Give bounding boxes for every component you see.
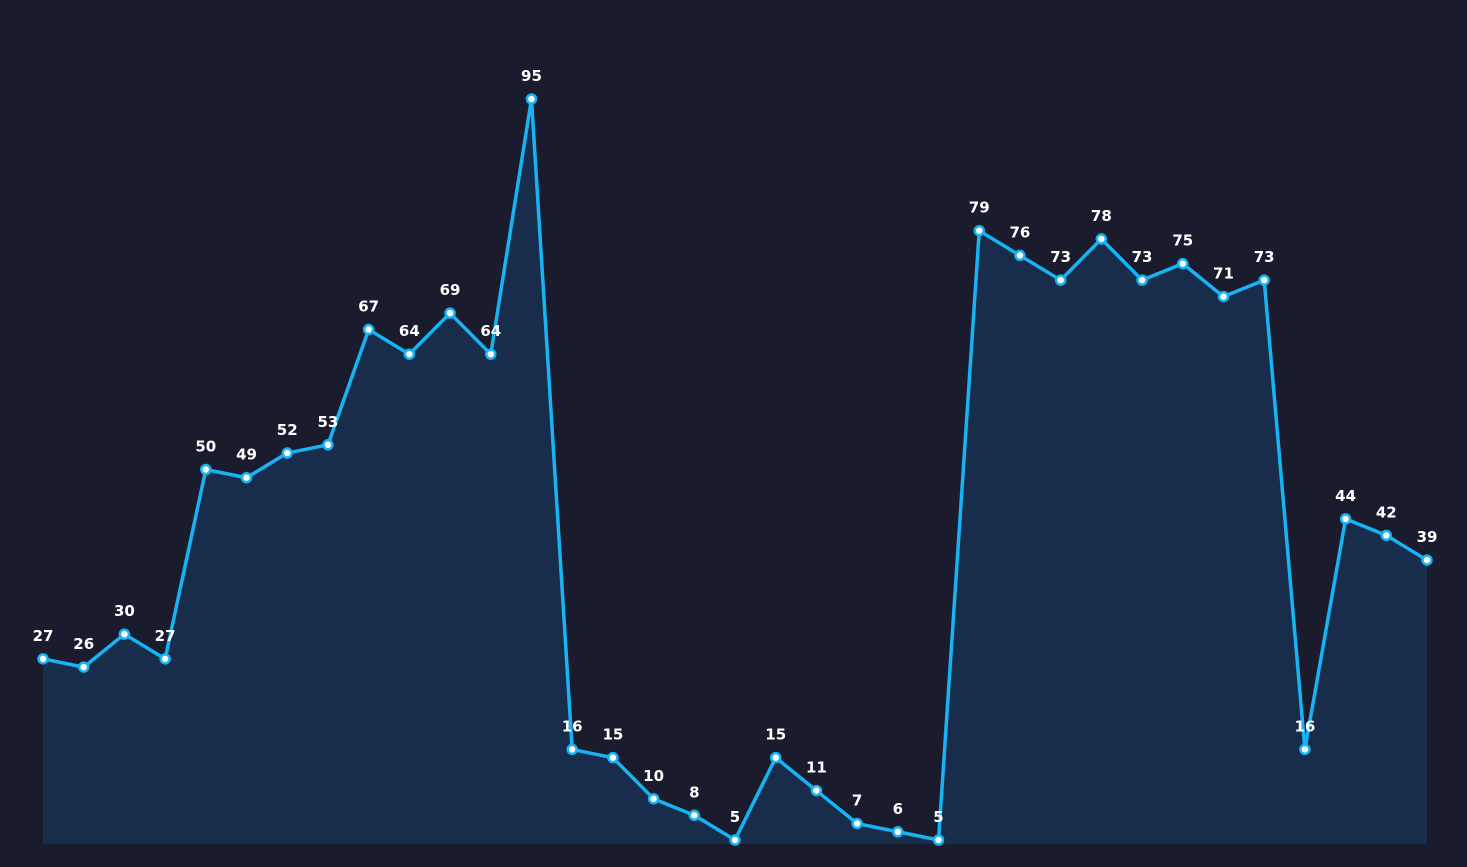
data-point[interactable] [403, 348, 416, 360]
series-area [43, 99, 1427, 844]
data-point[interactable] [200, 463, 212, 476]
data-point[interactable] [159, 653, 171, 665]
data-point[interactable] [1014, 249, 1026, 262]
data-label: 16 [1294, 717, 1315, 735]
data-label: 75 [1172, 232, 1193, 250]
data-point[interactable] [240, 471, 253, 484]
data-point[interactable] [1258, 274, 1270, 286]
point-layer [37, 93, 1433, 846]
data-label: 15 [602, 726, 623, 744]
data-label: 39 [1417, 528, 1438, 546]
data-point[interactable] [1339, 513, 1352, 525]
data-point[interactable] [77, 661, 90, 673]
data-label: 67 [358, 298, 379, 316]
data-label: 53 [318, 413, 339, 431]
data-label: 95 [521, 67, 542, 85]
data-point[interactable] [851, 817, 863, 830]
data-point[interactable] [281, 447, 293, 459]
data-label: 64 [399, 322, 420, 340]
data-label: 73 [1050, 248, 1071, 266]
data-point[interactable] [1299, 743, 1311, 756]
data-point[interactable] [1380, 529, 1393, 542]
data-point[interactable] [892, 826, 904, 838]
data-point[interactable] [729, 834, 741, 846]
data-label: 27 [33, 627, 54, 645]
data-label: 26 [73, 635, 94, 653]
data-point[interactable] [566, 743, 578, 756]
data-label: 44 [1335, 487, 1356, 505]
data-label: 8 [689, 783, 699, 801]
data-point[interactable] [973, 224, 985, 237]
data-label: 5 [933, 808, 943, 826]
data-label: 50 [195, 438, 216, 456]
data-label: 30 [114, 602, 135, 620]
data-point[interactable] [769, 751, 782, 764]
data-point[interactable] [647, 793, 660, 805]
data-point[interactable] [607, 751, 619, 764]
data-label: 52 [277, 421, 298, 439]
data-point[interactable] [118, 628, 131, 640]
data-label: 78 [1091, 207, 1112, 225]
data-point[interactable] [1421, 554, 1433, 566]
data-label: 15 [765, 726, 786, 744]
data-point[interactable] [1136, 274, 1148, 286]
data-label: 73 [1132, 248, 1153, 266]
data-point[interactable] [322, 439, 334, 451]
data-label: 10 [643, 767, 664, 785]
data-label: 42 [1376, 503, 1397, 521]
data-label: 6 [893, 800, 903, 818]
data-label: 7 [852, 792, 862, 810]
data-point[interactable] [485, 348, 497, 360]
data-point[interactable] [1095, 233, 1108, 245]
data-point[interactable] [362, 323, 375, 336]
data-point[interactable] [1217, 290, 1230, 303]
data-label: 49 [236, 446, 257, 464]
data-label: 64 [480, 322, 501, 340]
data-label: 73 [1254, 248, 1275, 266]
area-layer [43, 99, 1427, 844]
data-point[interactable] [810, 784, 823, 797]
data-label: 5 [730, 808, 740, 826]
data-point[interactable] [1054, 274, 1067, 286]
data-label: 27 [155, 627, 176, 645]
data-point[interactable] [932, 834, 945, 846]
data-point[interactable] [1177, 257, 1189, 270]
data-label: 79 [969, 199, 990, 217]
data-point[interactable] [525, 93, 538, 105]
data-label: 71 [1213, 265, 1234, 283]
data-label: 76 [1010, 223, 1031, 241]
data-label: 69 [440, 281, 461, 299]
data-label: 16 [562, 717, 583, 735]
data-point[interactable] [444, 307, 456, 319]
data-point[interactable] [37, 653, 49, 665]
data-point[interactable] [688, 809, 701, 822]
data-label: 11 [806, 759, 827, 777]
